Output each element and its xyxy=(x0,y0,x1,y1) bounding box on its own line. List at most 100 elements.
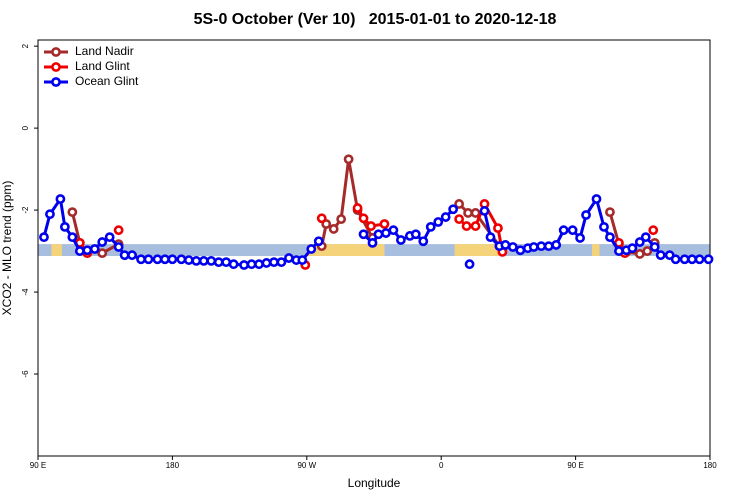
data-point xyxy=(599,221,609,232)
data-point xyxy=(627,243,638,254)
data-point xyxy=(634,237,645,247)
data-point xyxy=(297,255,308,265)
data-point xyxy=(176,254,187,265)
data-point xyxy=(418,236,429,247)
x-tick-label: 0 xyxy=(439,461,444,470)
data-point xyxy=(605,207,615,218)
data-point xyxy=(269,257,279,268)
data-point xyxy=(352,203,363,213)
data-point xyxy=(558,225,569,236)
data-point xyxy=(410,229,421,240)
data-point xyxy=(89,244,100,254)
land-band xyxy=(51,244,62,256)
x-tick-label: 180 xyxy=(703,461,717,470)
data-point xyxy=(694,254,705,265)
data-point xyxy=(283,253,294,263)
data-point xyxy=(97,237,108,247)
legend-label: Land Glint xyxy=(75,59,130,73)
data-point xyxy=(183,255,194,265)
data-point xyxy=(388,225,399,236)
data-point xyxy=(687,254,697,265)
x-tick-label: 180 xyxy=(166,461,180,470)
data-point xyxy=(536,241,547,252)
data-point xyxy=(213,257,224,268)
data-point xyxy=(152,254,163,265)
data-point xyxy=(500,240,511,250)
data-point xyxy=(127,250,137,261)
data-point xyxy=(515,245,526,256)
data-point xyxy=(575,233,585,243)
data-point xyxy=(261,258,272,268)
data-point xyxy=(642,246,653,256)
data-point xyxy=(634,249,645,259)
data-point xyxy=(679,254,690,265)
data-point xyxy=(373,229,384,240)
legend-label: Land Nadir xyxy=(75,44,134,58)
data-point xyxy=(136,254,146,265)
data-point xyxy=(366,221,376,231)
data-point xyxy=(254,259,264,270)
data-point xyxy=(206,256,217,266)
data-point xyxy=(336,214,347,225)
data-point xyxy=(74,246,85,256)
data-point xyxy=(670,254,681,265)
data-point xyxy=(113,225,124,236)
data-point xyxy=(614,246,624,256)
data-point xyxy=(655,250,666,261)
data-point xyxy=(39,232,49,243)
data-point xyxy=(581,210,591,220)
data-point xyxy=(45,209,55,220)
data-point xyxy=(143,254,154,265)
series-line xyxy=(70,211,82,244)
land-band xyxy=(454,244,500,256)
data-point xyxy=(221,257,232,268)
data-point xyxy=(640,232,651,243)
data-point xyxy=(367,237,378,248)
data-point xyxy=(316,213,327,224)
chart-title: 5S-0 October (Ver 10) 2015-01-01 to 2020… xyxy=(194,11,557,28)
data-point xyxy=(395,235,406,245)
data-point xyxy=(507,242,518,252)
plot-frame xyxy=(37,39,711,457)
legend-marker xyxy=(51,47,61,57)
data-point xyxy=(246,259,257,270)
y-tick-label: 2 xyxy=(21,43,30,48)
data-point xyxy=(470,208,481,218)
data-point xyxy=(328,224,339,234)
data-point xyxy=(649,242,660,252)
data-point xyxy=(67,232,78,243)
data-point xyxy=(448,204,459,215)
data-point xyxy=(313,236,324,247)
data-point xyxy=(160,254,170,265)
data-point xyxy=(648,225,659,236)
data-point xyxy=(463,208,473,218)
data-point xyxy=(97,248,108,259)
data-point xyxy=(343,154,354,165)
x-tick-label: 90 E xyxy=(30,461,46,470)
data-point xyxy=(276,257,287,268)
x-tick-label: 90 W xyxy=(297,461,316,470)
data-point xyxy=(55,194,66,204)
data-point xyxy=(358,213,369,224)
y-tick-label: -4 xyxy=(21,288,30,296)
data-point xyxy=(306,244,317,254)
data-point xyxy=(454,199,465,209)
data-point xyxy=(113,242,124,252)
legend-marker xyxy=(51,77,61,87)
data-point xyxy=(479,206,490,216)
data-point xyxy=(493,223,503,234)
data-point xyxy=(454,214,465,225)
data-point xyxy=(191,256,202,266)
data-point xyxy=(425,221,436,232)
data-point xyxy=(440,212,451,222)
data-point xyxy=(485,232,496,243)
data-point xyxy=(461,221,472,231)
data-point xyxy=(82,245,93,256)
data-point xyxy=(358,229,369,240)
data-point xyxy=(381,228,391,238)
x-axis-label: Longitude xyxy=(348,476,401,490)
data-point xyxy=(104,232,115,243)
y-tick-label: -6 xyxy=(21,370,30,378)
data-point xyxy=(605,232,615,243)
